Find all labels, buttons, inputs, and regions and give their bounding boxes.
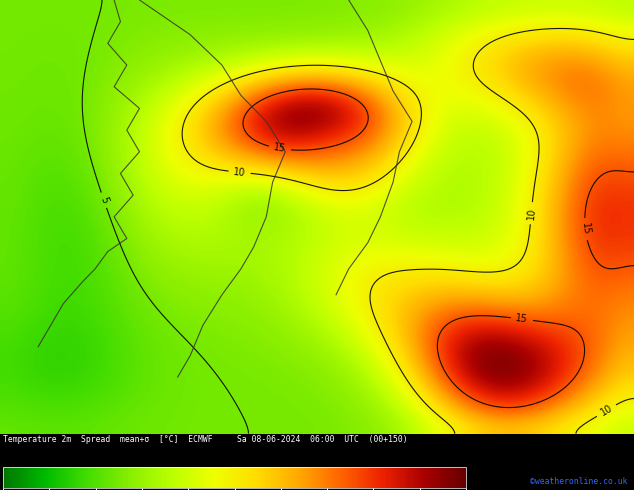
Text: 15: 15 bbox=[273, 143, 287, 154]
Text: ©weatheronline.co.uk: ©weatheronline.co.uk bbox=[530, 477, 628, 486]
Text: 15: 15 bbox=[579, 222, 591, 236]
Text: 10: 10 bbox=[526, 207, 537, 220]
Text: 10: 10 bbox=[598, 403, 614, 418]
Text: 15: 15 bbox=[515, 313, 529, 325]
Text: 5: 5 bbox=[98, 196, 110, 205]
Text: 10: 10 bbox=[233, 167, 246, 178]
Text: Temperature 2m  Spread  mean+σ  [°C]  ECMWF     Sa 08-06-2024  06:00  UTC  (00+1: Temperature 2m Spread mean+σ [°C] ECMWF … bbox=[3, 435, 408, 444]
